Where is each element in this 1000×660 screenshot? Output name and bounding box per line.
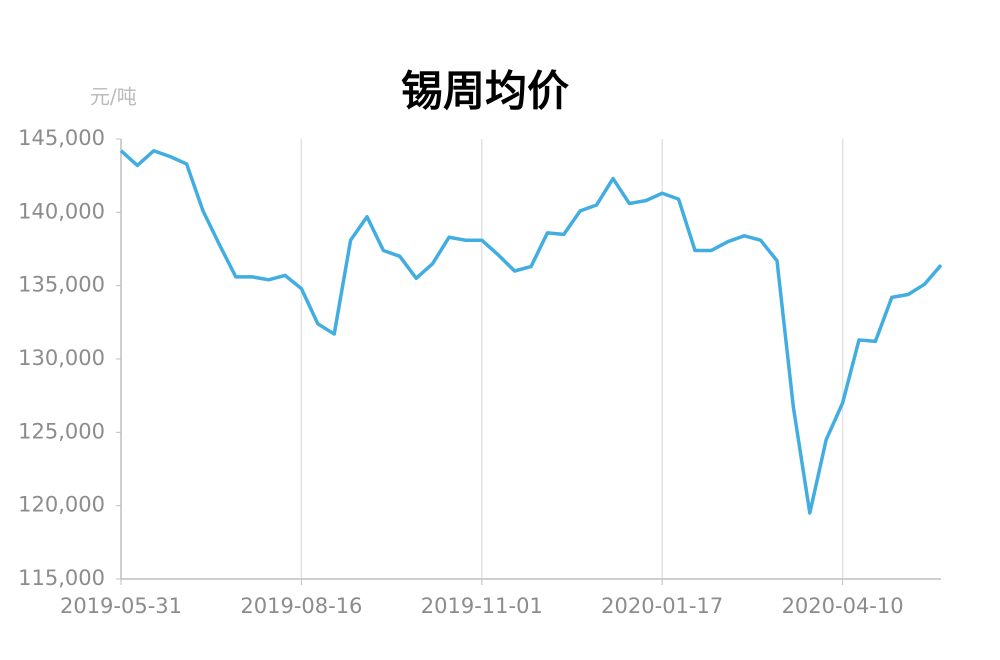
y-tick-label: 115,000 (18, 566, 105, 590)
x-tick-label: 2019-11-01 (421, 594, 543, 618)
x-tick-label: 2020-01-17 (601, 594, 723, 618)
line-series (119, 148, 943, 515)
x-tick-label: 2019-08-16 (240, 594, 362, 618)
y-tick-label: 120,000 (18, 493, 105, 517)
y-tick-label: 125,000 (18, 419, 105, 443)
x-tick-label: 2019-05-31 (60, 594, 182, 618)
y-tick-label: 130,000 (18, 346, 105, 370)
y-unit: 元/吨 (90, 85, 137, 109)
chart-title: 锡周均价 (401, 67, 569, 116)
x-tick-label: 2020-04-10 (782, 594, 904, 618)
y-tick-label: 135,000 (18, 273, 105, 297)
y-tick-label: 140,000 (18, 199, 105, 223)
y-tick-label: 145,000 (18, 126, 105, 150)
